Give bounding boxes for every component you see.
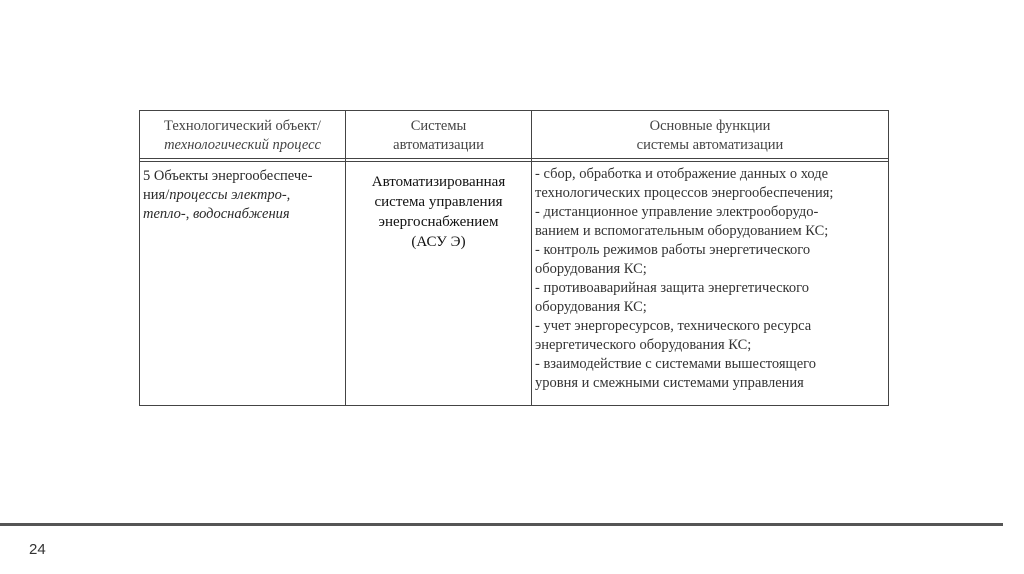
automation-table: Технологический объект/ технологический … <box>139 110 889 406</box>
cell-text: система управления <box>374 194 503 210</box>
cell-functions: - сбор, обработка и отображение данных о… <box>535 165 887 393</box>
function-line: ванием и вспомогательным оборудованием К… <box>535 223 829 239</box>
cell-object: 5 Объекты энергообеспече- ния/процессы э… <box>143 167 343 224</box>
function-line: - взаимодействие с системами вышестоящег… <box>535 356 816 372</box>
header-systems: Системы автоматизации <box>346 117 531 155</box>
header-text: системы автоматизации <box>636 137 784 153</box>
function-line: энергетического оборудования КС; <box>535 337 752 353</box>
footer-divider <box>0 523 1003 526</box>
cell-text: процессы электро-, <box>169 187 291 203</box>
function-line: - противоаварийная защита энергетическог… <box>535 280 809 296</box>
column-divider <box>345 111 346 405</box>
cell-system: Автоматизированная система управления эн… <box>346 172 531 252</box>
header-text: Системы <box>410 118 467 134</box>
header-object: Технологический объект/ технологический … <box>140 117 345 155</box>
cell-text: ния/ <box>143 187 170 203</box>
function-line: - сбор, обработка и отображение данных о… <box>535 166 829 182</box>
function-line: оборудования КС; <box>535 261 647 277</box>
cell-text: 5 Объекты энергообеспече- <box>143 168 313 184</box>
column-divider <box>531 111 532 405</box>
header-text: Технологический объект/ <box>164 118 321 134</box>
cell-text: , <box>185 206 193 222</box>
function-line: уровня и смежными системами управления <box>535 375 804 391</box>
cell-text: (АСУ Э) <box>411 234 466 250</box>
header-functions: Основные функции системы автоматизации <box>532 117 888 155</box>
function-line: - учет энергоресурсов, технического ресу… <box>535 318 812 334</box>
cell-text: Автоматизированная <box>371 174 506 190</box>
header-divider <box>140 158 888 159</box>
function-line: технологических процессов энергообеспече… <box>535 185 834 201</box>
header-text: автоматизации <box>393 137 484 153</box>
header-text: Основные функции <box>649 118 771 134</box>
function-line: - контроль режимов работы энергетическог… <box>535 242 811 258</box>
cell-text: тепло- <box>143 206 186 222</box>
function-line: - дистанционное управление электрооборуд… <box>535 204 819 220</box>
function-line: оборудования КС; <box>535 299 647 315</box>
cell-text: энергоснабжением <box>378 214 499 230</box>
page-number: 24 <box>29 541 46 558</box>
cell-text: водоснабжения <box>193 206 290 222</box>
header-divider <box>140 161 888 162</box>
header-text: технологический процесс <box>164 137 321 153</box>
